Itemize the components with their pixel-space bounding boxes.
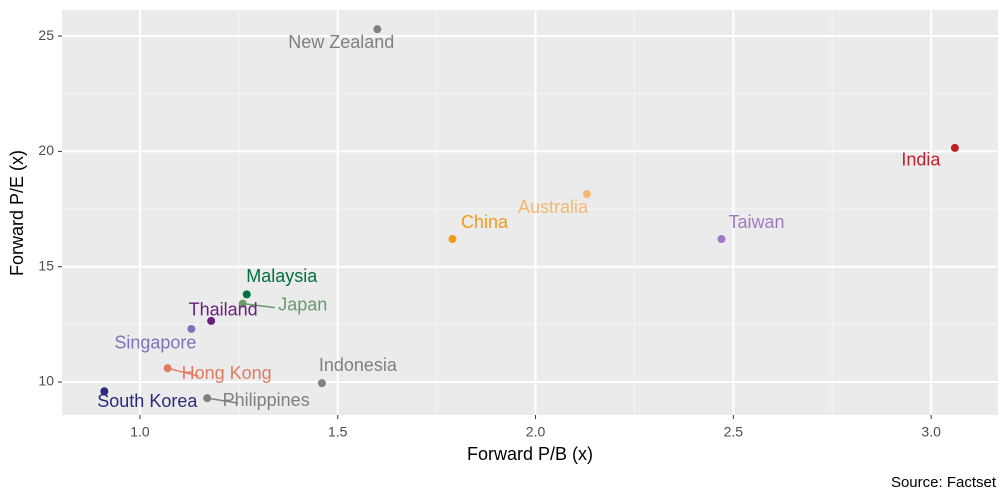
point-label: Malaysia — [246, 266, 318, 286]
point-label: Philippines — [223, 390, 310, 410]
point — [238, 299, 247, 308]
point-label: China — [461, 212, 509, 232]
point-label: Thailand — [189, 300, 258, 320]
point-label: New Zealand — [288, 32, 394, 52]
point-label: Singapore — [114, 333, 196, 353]
point-label: Hong Kong — [182, 363, 272, 383]
y-tick-label: 25 — [38, 27, 54, 43]
point — [950, 143, 959, 152]
point — [100, 387, 109, 396]
label-leader — [167, 367, 199, 377]
point — [207, 316, 216, 325]
point — [317, 379, 326, 388]
plot-panel — [62, 10, 998, 415]
point — [582, 190, 591, 199]
x-tick-label: 3.0 — [921, 424, 941, 440]
y-axis-title: Forward P/E (x) — [7, 150, 27, 276]
point-label: India — [901, 150, 941, 170]
point — [373, 25, 382, 34]
y-tick-label: 10 — [38, 373, 54, 389]
point-label: Japan — [278, 294, 327, 314]
point — [187, 324, 196, 333]
label-leader — [242, 302, 275, 309]
point-label: Australia — [518, 197, 589, 217]
point — [203, 394, 212, 403]
source-note: Source: Factset — [891, 474, 997, 491]
x-tick-label: 2.0 — [526, 424, 546, 440]
point-label: Taiwan — [728, 212, 784, 232]
point — [448, 235, 457, 244]
point — [163, 364, 172, 373]
point — [717, 235, 726, 244]
x-axis-title: Forward P/B (x) — [467, 444, 593, 464]
point-label: Indonesia — [319, 355, 398, 375]
y-tick-label: 15 — [38, 257, 54, 273]
point-label: South Korea — [97, 391, 198, 411]
label-leader — [207, 397, 239, 404]
point — [242, 290, 251, 299]
y-tick-label: 20 — [38, 142, 54, 158]
x-tick-label: 1.0 — [130, 424, 150, 440]
x-tick-label: 2.5 — [724, 424, 744, 440]
x-tick-label: 1.5 — [328, 424, 348, 440]
